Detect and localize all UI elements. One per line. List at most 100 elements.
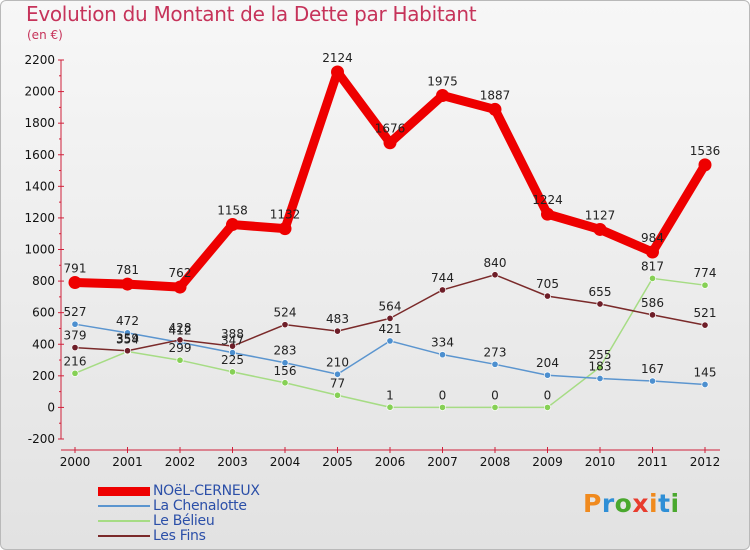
data-point <box>543 403 552 411</box>
data-label: 483 <box>326 312 349 326</box>
data-label: 359 <box>116 332 139 346</box>
data-label: 586 <box>641 296 664 310</box>
data-point <box>491 360 499 368</box>
logo-letter: P <box>583 489 602 518</box>
series-line-0 <box>70 67 710 292</box>
data-label: 156 <box>274 364 297 378</box>
y-tick-label: -200 <box>28 432 55 446</box>
x-tick-label: 2002 <box>165 455 196 469</box>
data-point <box>331 65 344 79</box>
data-label: 428 <box>169 321 192 335</box>
data-point <box>436 89 449 103</box>
data-point <box>281 359 289 367</box>
x-tick-label: 2001 <box>112 455 143 469</box>
data-point <box>438 403 447 411</box>
data-label: 225 <box>221 353 244 367</box>
legend-label-0: NOëL-CERNEUX <box>153 483 260 499</box>
data-point <box>701 321 709 329</box>
data-point <box>648 377 657 385</box>
data-label: 216 <box>64 354 87 368</box>
data-label: 273 <box>484 345 507 359</box>
data-point <box>646 245 659 259</box>
data-label: 1975 <box>427 75 458 89</box>
data-label: 204 <box>536 356 559 370</box>
data-point <box>68 276 82 290</box>
y-tick-label: 2000 <box>24 85 55 99</box>
data-point <box>228 368 237 376</box>
data-point <box>698 158 712 172</box>
data-label: 1132 <box>270 208 301 222</box>
x-tick-label: 2000 <box>60 455 91 469</box>
y-tick-label: 1600 <box>24 148 55 162</box>
data-label: 1536 <box>690 144 721 158</box>
x-tick-label: 2007 <box>427 455 458 469</box>
x-tick-label: 2006 <box>375 455 406 469</box>
data-label: 2124 <box>322 51 353 65</box>
data-label: 791 <box>64 262 87 276</box>
data-label: 0 <box>491 388 499 402</box>
data-label: 1676 <box>375 122 406 136</box>
data-label: 421 <box>379 322 402 336</box>
data-label: 762 <box>169 266 192 280</box>
proxiti-logo: Proxiti <box>583 489 680 518</box>
data-label: 183 <box>589 360 612 374</box>
axes: -200020040060080010001200140016001800200… <box>24 53 720 469</box>
data-point <box>281 321 289 329</box>
data-point <box>701 281 709 289</box>
data-label: 1127 <box>585 208 616 222</box>
data-label: 283 <box>274 344 297 358</box>
data-label: 334 <box>431 336 454 350</box>
data-point <box>281 379 289 387</box>
data-label: 817 <box>641 259 664 273</box>
data-point <box>491 271 499 279</box>
legend-item-3: Les Fins <box>98 529 398 543</box>
data-label: 840 <box>484 256 507 270</box>
x-tick-label: 2008 <box>480 455 511 469</box>
data-label: 1887 <box>480 88 511 102</box>
data-labels: 527 472 412 347 283 210 421 334 273 204 183 167 145 2… <box>64 51 721 402</box>
legend: NOëL-CERNEUX La Chenalotte Le Bélieu Les… <box>98 484 398 544</box>
y-tick-label: 1400 <box>24 179 55 193</box>
y-tick-label: 0 <box>47 400 55 414</box>
data-label: 0 <box>439 388 447 402</box>
data-point <box>438 286 447 294</box>
data-point <box>593 222 607 236</box>
legend-swatch-3 <box>98 535 150 537</box>
x-tick-label: 2003 <box>217 455 248 469</box>
data-point <box>71 320 79 328</box>
data-label: 388 <box>221 327 244 341</box>
y-tick-label: 200 <box>32 369 55 383</box>
data-point <box>541 207 554 221</box>
data-label: 1 <box>386 388 394 402</box>
data-point <box>488 102 502 116</box>
data-point <box>176 336 184 344</box>
logo-letter: t <box>658 489 671 518</box>
data-label: 744 <box>431 271 454 285</box>
data-point <box>121 277 134 291</box>
legend-label-3: Les Fins <box>153 528 206 544</box>
data-point <box>333 370 342 378</box>
data-label: 77 <box>330 376 345 390</box>
x-tick-label: 2011 <box>637 455 668 469</box>
data-point <box>333 391 342 399</box>
legend-label-2: Le Bélieu <box>153 513 215 529</box>
data-point <box>648 311 657 319</box>
data-point <box>71 344 79 352</box>
data-point <box>543 292 552 300</box>
logo-letter: x <box>632 489 649 518</box>
legend-label-1: La Chenalotte <box>153 498 247 514</box>
data-point <box>386 314 394 322</box>
y-tick-label: 1200 <box>24 211 55 225</box>
data-label: 781 <box>116 263 139 277</box>
data-point <box>333 327 342 335</box>
data-point <box>278 222 292 236</box>
data-point <box>596 363 604 371</box>
data-point <box>383 136 397 150</box>
logo-letter: i <box>670 489 680 518</box>
chart-unit: (en €) <box>27 28 63 42</box>
legend-swatch-0 <box>98 487 150 496</box>
data-label: 299 <box>169 341 192 355</box>
data-label: 379 <box>64 329 87 343</box>
data-label: 524 <box>274 306 297 320</box>
data-label: 984 <box>641 231 664 245</box>
